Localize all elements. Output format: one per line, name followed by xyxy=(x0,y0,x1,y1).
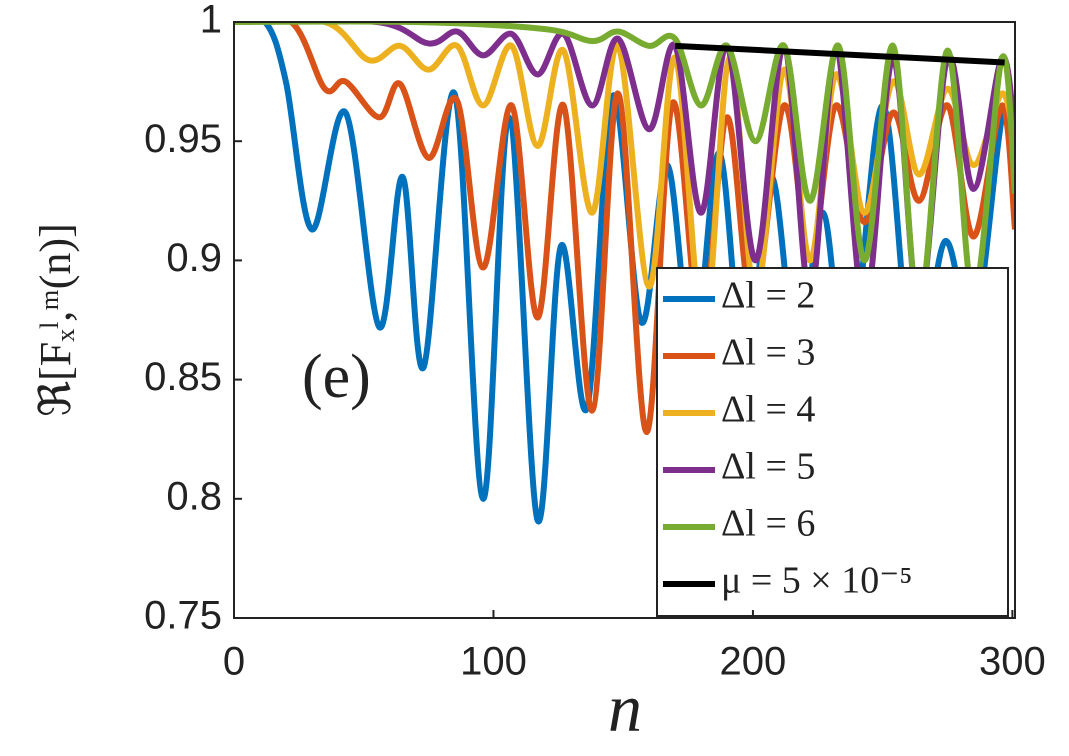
series-line xyxy=(674,42,1005,66)
series-line xyxy=(234,22,1015,312)
legend-label: μ = 5 × 10⁻⁵ xyxy=(721,560,913,602)
legend-label: Δl = 4 xyxy=(721,389,815,431)
legend-box xyxy=(656,267,1009,617)
legend-label: Δl = 6 xyxy=(721,503,815,545)
x-tick-label: 0 xyxy=(223,640,245,684)
axes-box xyxy=(233,21,1016,619)
legend: Δl = 2 Δl = 3 Δl = 4 Δl = 5 Δl = 6 μ = 5 × 10… xyxy=(656,267,1009,617)
x-tick-label: 100 xyxy=(460,640,527,684)
legend-label: Δl = 2 xyxy=(721,275,815,317)
y-tick-label: 0.9 xyxy=(166,236,222,280)
y-tick-label: 0.95 xyxy=(144,117,222,161)
legend-label: Δl = 5 xyxy=(721,446,815,488)
x-tick-label: 300 xyxy=(979,640,1046,684)
y-axis-label: ℜ[Fₓˡ,ᵐ(n)] xyxy=(31,223,80,416)
y-tick-label: 1 xyxy=(200,0,222,42)
y-tick-label: 0.85 xyxy=(144,355,222,399)
y-tick-label: 0.8 xyxy=(166,474,222,518)
legend-label: Δl = 3 xyxy=(721,332,815,374)
y-tick-label: 0.75 xyxy=(144,594,222,638)
x-tick-label: 200 xyxy=(720,640,787,684)
panel-label: (e) xyxy=(302,343,371,411)
x-axis-label: n xyxy=(608,670,642,746)
